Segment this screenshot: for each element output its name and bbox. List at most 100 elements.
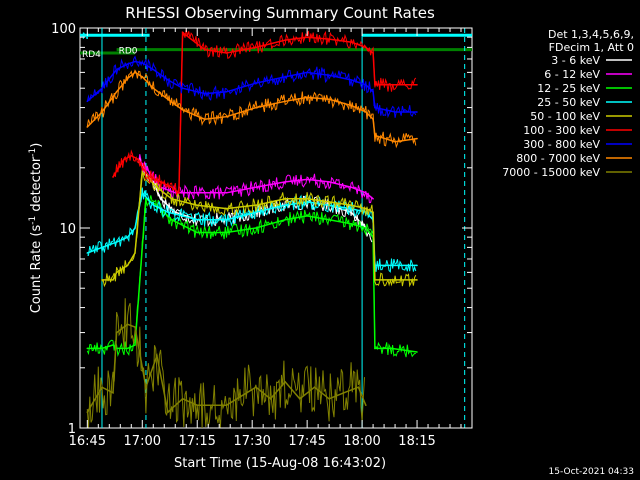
- data-point: [141, 62, 144, 64]
- data-point: [350, 223, 352, 225]
- data-point: [101, 246, 103, 249]
- y-axis-label: Count Rate (s-1 detector-1): [28, 143, 44, 314]
- data-point: [225, 218, 228, 221]
- data-point: [156, 204, 158, 206]
- data-point: [126, 236, 129, 238]
- data-point: [130, 154, 133, 157]
- x-tick-label: 17:30: [233, 434, 270, 449]
- data-point: [255, 227, 257, 229]
- data-point: [178, 192, 180, 194]
- data-point: [416, 84, 418, 86]
- data-point: [141, 171, 144, 173]
- data-point: [86, 347, 89, 350]
- legend-label: 300 - 800 keV: [523, 138, 600, 151]
- data-point: [174, 192, 177, 194]
- x-tick-label: 18:00: [343, 434, 380, 449]
- data-point: [306, 201, 308, 203]
- data-point: [350, 207, 352, 210]
- data-point: [372, 91, 374, 93]
- series-7: [86, 69, 418, 149]
- data-point: [374, 106, 376, 109]
- data-point: [196, 404, 198, 407]
- data-point: [141, 167, 144, 169]
- data-point: [170, 198, 173, 200]
- series-4: [101, 169, 418, 288]
- data-point: [170, 186, 173, 188]
- data-point: [145, 167, 147, 169]
- data-point: [86, 100, 89, 103]
- series-noise: [87, 187, 417, 273]
- data-point: [328, 38, 330, 40]
- data-point: [306, 198, 308, 200]
- data-point: [372, 211, 374, 213]
- series-3: [86, 187, 418, 273]
- x-tick-label: 18:15: [398, 434, 435, 449]
- data-point: [203, 92, 206, 95]
- data-point: [313, 386, 316, 389]
- data-point: [416, 279, 418, 281]
- flag-label: N: [82, 32, 89, 42]
- x-tick-label: 17:15: [178, 434, 215, 449]
- data-point: [152, 87, 155, 89]
- data-point: [101, 87, 103, 89]
- legend-entry: 800 - 7000 keV: [516, 152, 632, 165]
- data-point: [112, 176, 114, 178]
- data-point: [299, 398, 301, 400]
- data-point: [365, 192, 367, 194]
- data-point: [394, 84, 396, 86]
- data-point: [284, 100, 287, 103]
- legend-header-line-1: Det 1,3,4,5,6,9,: [548, 28, 634, 41]
- data-point: [365, 84, 367, 86]
- data-point: [394, 279, 396, 281]
- legend-label: 12 - 25 keV: [537, 82, 600, 95]
- data-point: [374, 134, 376, 137]
- data-point: [196, 192, 198, 194]
- legend-entry: 25 - 50 keV: [537, 96, 632, 109]
- legend-entry: 3 - 6 keV: [551, 54, 632, 67]
- data-point: [115, 91, 118, 93]
- data-point: [374, 347, 376, 350]
- data-point: [101, 347, 103, 350]
- series-layer: [86, 29, 418, 429]
- data-point: [112, 344, 114, 346]
- data-point: [126, 77, 129, 80]
- data-point: [167, 411, 169, 414]
- legend-label: 100 - 300 keV: [523, 124, 600, 137]
- y-axis-label-tail: detector: [29, 156, 44, 216]
- data-point: [328, 201, 330, 203]
- flag-label: RD4: [82, 50, 101, 60]
- data-point: [284, 204, 287, 206]
- data-point: [115, 271, 118, 274]
- data-point: [225, 207, 228, 210]
- data-point: [284, 181, 287, 183]
- timestamp: 15-Oct-2021 04:33: [549, 467, 634, 477]
- data-point: [126, 347, 129, 350]
- data-point: [196, 231, 198, 234]
- data-point: [255, 204, 257, 206]
- data-point: [134, 227, 136, 229]
- series-noise: [112, 29, 417, 197]
- series-noise: [86, 195, 416, 358]
- legend-entry: 50 - 100 keV: [530, 110, 632, 123]
- y-axis-label-close: ): [29, 143, 44, 148]
- axes: 16:45 17:00 17:15 17:30 17:45 18:00 18:15 1 10 10…: [51, 22, 472, 449]
- data-point: [365, 227, 367, 229]
- data-point: [174, 211, 177, 213]
- data-point: [328, 218, 330, 221]
- data-point: [181, 87, 184, 89]
- legend: Det 1,3,4,5,6,9, FDecim 1, Att 0 3 - 6 k…: [502, 28, 634, 179]
- data-point: [343, 392, 345, 394]
- data-point: [141, 76, 144, 78]
- legend-entry: 300 - 800 keV: [523, 138, 632, 151]
- data-point: [372, 198, 374, 200]
- data-point: [156, 354, 158, 357]
- data-point: [181, 31, 184, 34]
- data-point: [328, 74, 330, 77]
- data-point: [115, 68, 118, 71]
- data-point: [255, 186, 257, 188]
- y-axis-label-sup2: -1: [28, 148, 38, 157]
- data-point: [86, 126, 89, 128]
- data-point: [167, 211, 169, 213]
- legend-label: 800 - 7000 keV: [516, 152, 600, 165]
